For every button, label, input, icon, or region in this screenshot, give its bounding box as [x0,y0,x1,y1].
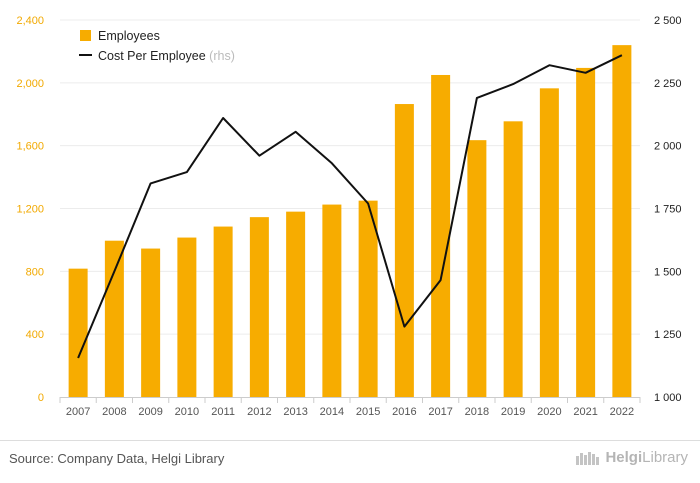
x-tick-label-2014: 2014 [320,406,344,418]
x-tick-label-2010: 2010 [175,406,199,418]
x-tick-label-2015: 2015 [356,406,380,418]
legend-label-cost-per-employee: Cost Per Employee (rhs) [98,49,235,63]
bar-employees-2020 [539,88,559,398]
logo-suffix-text: Library [642,449,688,466]
right-tick-label: 2 000 [654,141,682,153]
bar-employees-2016 [394,104,414,397]
line-series-cost-per-employee [77,54,623,359]
legend-swatch-employees [80,30,91,41]
bar-employees-2007 [68,268,88,397]
right-tick-label: 1 500 [654,266,682,278]
right-tick-label: 2 500 [654,15,682,27]
right-tick-label: 1 750 [654,204,682,216]
x-tick-label-2019: 2019 [501,406,525,418]
x-tick-label-2018: 2018 [465,406,489,418]
left-tick-label: 400 [26,329,44,341]
x-tick-label-2012: 2012 [247,406,271,418]
left-tick-label: 1,600 [16,141,44,153]
x-tick-label-2011: 2011 [211,406,235,418]
x-tick-label-2007: 2007 [66,406,90,418]
bar-employees-2008 [104,240,124,397]
chart: 2007 2008 2009 2010 2011 2012 2013 2014 2015 2016… [16,15,682,418]
helgi-library-logo-icon [576,451,600,465]
x-tick-label-2013: 2013 [283,406,307,418]
legend-label-employees: Employees [98,29,160,43]
bar-employees-2012 [249,217,269,397]
bar-employees-2022 [612,45,632,398]
bar-employees-2010 [177,237,197,397]
x-tick-label-2021: 2021 [573,406,597,418]
x-tick-label-2020: 2020 [537,406,561,418]
x-tick-label-2008: 2008 [102,406,126,418]
bar-employees-2011 [213,226,233,397]
bar-employees-2021 [576,67,596,398]
legend-rhs-note: (rhs) [209,49,235,63]
right-tick-label: 1 250 [654,329,682,341]
bar-employees-2017 [431,74,451,398]
logo-brand-text: Helgi [605,449,643,466]
footer-divider [0,440,700,441]
bar-employees-2018 [467,140,487,397]
x-tick-label-2017: 2017 [428,406,452,418]
right-tick-label: 2 250 [654,78,682,90]
bar-series-employees [68,45,632,398]
x-tick-label-2009: 2009 [138,406,162,418]
helgi-library-logo[interactable]: HelgiLibrary [575,449,688,466]
bar-employees-2019 [503,121,523,397]
source-note: Source: Company Data, Helgi Library [9,451,225,466]
left-axis-ticks: 0 400 800 1,200 1,600 2,000 2,400 [16,15,44,404]
left-tick-label: 0 [38,392,44,404]
bar-employees-2014 [322,204,342,397]
left-tick-label: 2,400 [16,15,44,27]
legend: Employees Cost Per Employee (rhs) [79,29,235,63]
left-tick-label: 2,000 [16,78,44,90]
left-tick-label: 1,200 [16,204,44,216]
bar-employees-2015 [358,200,378,397]
x-axis-ticks: 2007 2008 2009 2010 2011 2012 2013 2014 2015 2016… [59,397,641,418]
bar-employees-2013 [286,211,306,397]
right-axis-ticks: 1 000 1 250 1 500 1 750 2 000 2 250 2 500 [654,15,682,404]
left-tick-label: 800 [26,266,44,278]
x-tick-label-2016: 2016 [392,406,416,418]
right-tick-label: 1 000 [654,392,682,404]
x-tick-label-2022: 2022 [610,406,634,418]
bar-employees-2009 [141,248,161,397]
